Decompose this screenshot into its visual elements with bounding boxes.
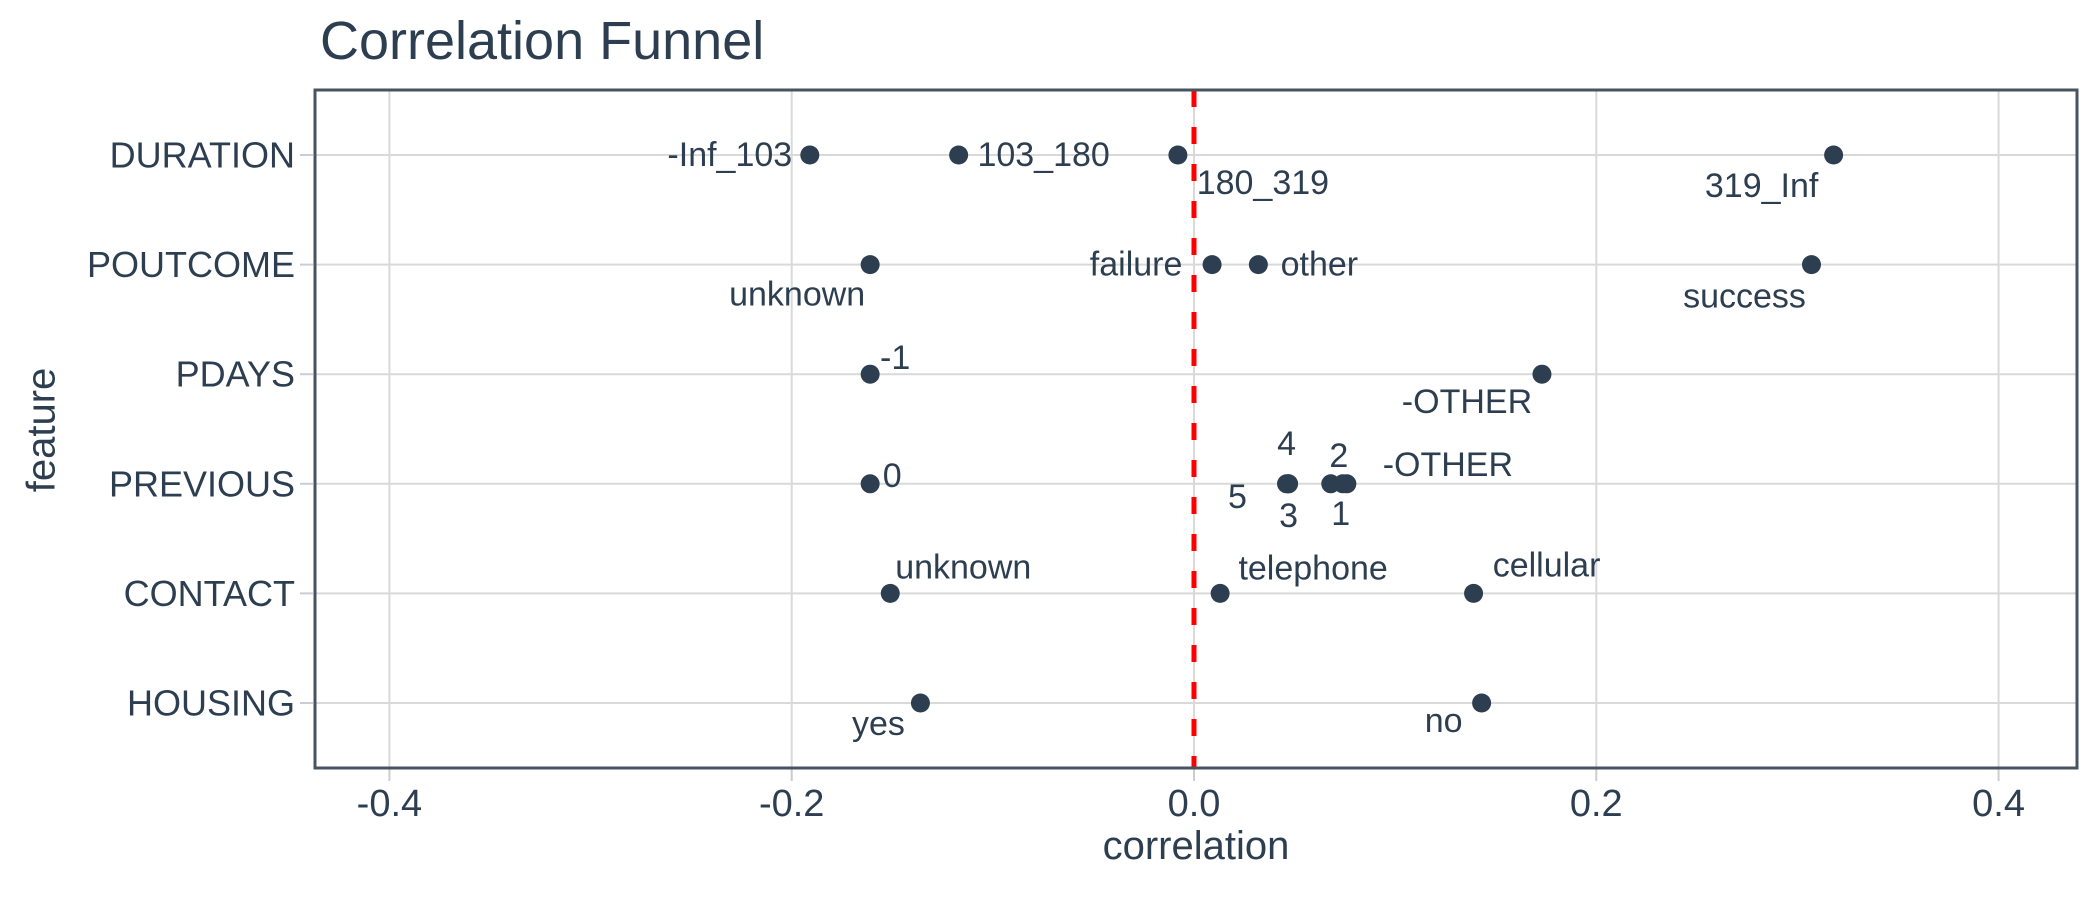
point-label: no (1425, 702, 1463, 740)
point-label: success (1683, 278, 1806, 316)
point-label: -OTHER (1383, 446, 1513, 484)
y-axis-title: feature (19, 367, 64, 493)
y-tick-label: PDAYS (176, 354, 295, 395)
x-tick-label: 0.0 (1168, 783, 1221, 825)
data-point (1279, 474, 1299, 494)
x-axis-title: correlation (1102, 824, 1290, 868)
data-point (1321, 474, 1341, 494)
data-point (1210, 583, 1230, 603)
data-point (1248, 255, 1268, 275)
point-label: cellular (1493, 546, 1601, 584)
point-label: unknown (729, 276, 865, 314)
point-label: unknown (895, 548, 1031, 586)
point-label: telephone (1238, 549, 1387, 587)
data-point (1532, 364, 1552, 384)
point-label: 103_180 (977, 136, 1109, 174)
x-tick-label: 0.4 (1972, 783, 2025, 825)
point-label: 3 (1279, 497, 1298, 535)
chart-title: Correlation Funnel (320, 11, 765, 71)
point-label: yes (852, 705, 905, 743)
data-point (910, 693, 930, 713)
point-label: 5 (1228, 478, 1247, 516)
data-point (1168, 145, 1188, 165)
panel-border (313, 88, 2079, 770)
data-point (860, 364, 880, 384)
point-label: 319_Inf (1705, 167, 1819, 205)
data-point (1472, 693, 1492, 713)
y-tick-label: DURATION (110, 135, 295, 176)
data-point (1464, 583, 1484, 603)
point-label: 4 (1277, 425, 1296, 463)
data-point (880, 583, 900, 603)
point-label: failure (1090, 246, 1183, 284)
y-tick-label: HOUSING (127, 683, 295, 724)
data-point (860, 474, 880, 494)
point-label: other (1281, 246, 1359, 284)
point-label: 2 (1329, 437, 1348, 475)
data-point (1337, 474, 1357, 494)
point-label: -1 (880, 339, 910, 377)
y-tick-label: PREVIOUS (109, 463, 295, 504)
y-tick-label: CONTACT (124, 573, 295, 614)
x-tick-label: -0.2 (759, 783, 824, 825)
data-point (1202, 255, 1222, 275)
point-label: 0 (883, 457, 902, 495)
point-label: -OTHER (1402, 383, 1532, 421)
point-label: 1 (1331, 495, 1350, 533)
point-label: -Inf_103 (667, 136, 792, 174)
y-tick-label: POUTCOME (87, 244, 295, 285)
point-label: 180_319 (1197, 164, 1329, 202)
x-tick-label: -0.4 (357, 783, 422, 825)
data-point (1824, 145, 1844, 165)
data-point (949, 145, 969, 165)
data-point (860, 255, 880, 275)
x-tick-label: 0.2 (1570, 783, 1623, 825)
data-point (800, 145, 820, 165)
data-point (1801, 255, 1821, 275)
